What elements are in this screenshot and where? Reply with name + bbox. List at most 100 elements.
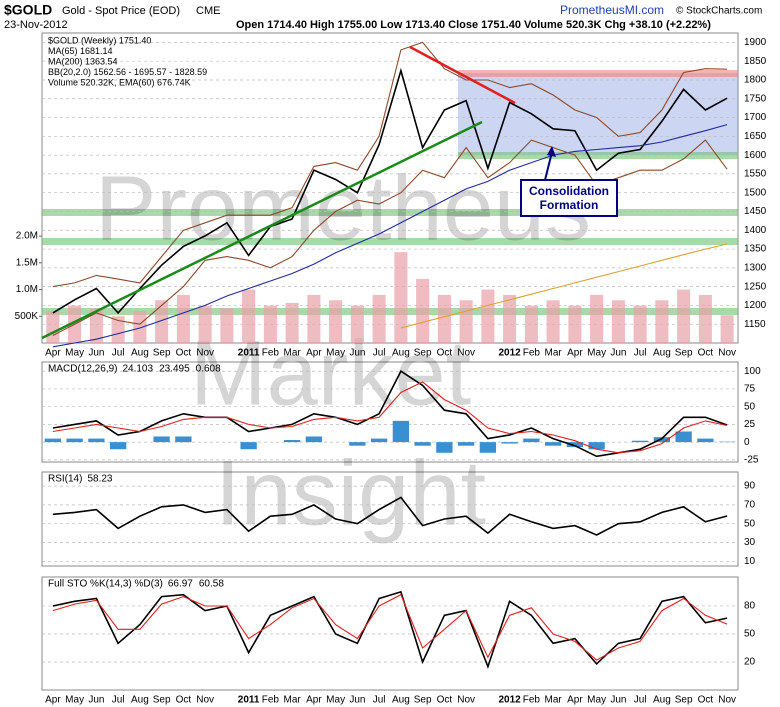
histogram-bar	[414, 442, 431, 446]
histogram-bar	[479, 442, 497, 453]
panel-label: MACD(12,26,9)	[48, 364, 117, 375]
legend-entry: 23.495	[159, 364, 190, 375]
annotation: Formation	[540, 198, 599, 212]
y-tick-label: 50	[744, 518, 756, 529]
x-tick-label: May	[65, 695, 84, 706]
y-tick-label: 20	[744, 657, 756, 668]
histogram-bar	[501, 442, 518, 444]
marks: 1150 1200 1250 1300 1350 1400 1450 1500 1550 1600…	[15, 35, 767, 705]
y-tick-label: 1700	[744, 112, 767, 123]
x-tick-label: Apr	[306, 348, 322, 359]
x-tick-label: Jun	[349, 348, 365, 359]
y-tick-label: 1850	[744, 56, 767, 67]
x-tick-label: Oct	[176, 695, 192, 706]
volume-bar	[568, 305, 582, 343]
volume-bar	[176, 294, 190, 343]
panel-label: RSI(14)	[48, 474, 82, 485]
site: PrometheusMI.com	[560, 3, 664, 17]
x-tick-label: 2012	[499, 695, 522, 706]
y-tick-label: 80	[744, 601, 756, 612]
histogram-bar	[370, 438, 388, 443]
histogram-bar	[631, 440, 649, 443]
series-line	[52, 593, 728, 661]
y-tick-label: 50	[744, 629, 756, 640]
x-tick-label: Oct	[176, 348, 192, 359]
exchange: CME	[196, 5, 220, 17]
volume-bar	[242, 289, 256, 343]
volume-bar	[89, 308, 103, 343]
histogram-bar	[66, 438, 83, 443]
legend-entry: MA(200) 1363.54	[48, 56, 118, 66]
histogram-bar	[153, 436, 170, 443]
symbol: $GOLD	[4, 2, 52, 18]
series-line	[52, 41, 728, 288]
volume-bar	[720, 315, 734, 343]
date: 23-Nov-2012	[4, 19, 68, 31]
x-tick-label: Mar	[284, 695, 302, 706]
x-tick-label: Mar	[284, 348, 302, 359]
series-line	[52, 370, 728, 458]
x-tick-label: Sep	[675, 348, 693, 359]
x-tick-label: Sep	[153, 695, 171, 706]
x-tick-label: Jul	[634, 348, 647, 359]
x-tick-label: 2011	[238, 695, 260, 706]
series-line	[52, 496, 728, 536]
annotation: Consolidation	[529, 184, 609, 198]
x-tick-label: Jun	[88, 695, 104, 706]
volume-bar	[372, 294, 386, 343]
y-tick-label: 1800	[744, 75, 767, 86]
y-tick-label: 1500	[744, 187, 767, 198]
volume-bar	[285, 302, 299, 343]
watermark: Prometheus	[95, 157, 591, 259]
volume-bar	[655, 300, 669, 343]
volume-bar	[416, 278, 430, 343]
y-tick-label: 25	[744, 419, 756, 430]
y-tick-label: 1750	[744, 93, 767, 104]
y2-tick-label: 500K	[15, 311, 39, 322]
histogram-bar	[240, 442, 257, 450]
x-tick-label: Nov	[457, 695, 475, 706]
x-tick-label: May	[587, 348, 606, 359]
y-tick-label: 0	[744, 437, 750, 448]
plot-backgrounds	[41, 32, 739, 691]
x-tick-label: Aug	[392, 695, 410, 706]
y-tick-label: 1550	[744, 169, 767, 180]
y-tick-label: -25	[744, 455, 759, 466]
x-tick-label: Feb	[262, 695, 280, 706]
histogram-bar	[697, 438, 714, 443]
volume-bar	[503, 294, 517, 343]
price-panel	[41, 32, 739, 344]
volume-bar	[198, 305, 212, 343]
volume-bar	[698, 294, 712, 343]
y-tick-label: 1300	[744, 262, 767, 273]
x-tick-label: 2012	[499, 348, 522, 359]
x-tick-label: Aug	[653, 348, 671, 359]
volume-bar	[220, 308, 234, 343]
x-tick-label: Jun	[349, 695, 365, 706]
y-tick-label: 70	[744, 500, 756, 511]
x-tick-label: Oct	[698, 695, 714, 706]
volume-bar	[546, 300, 560, 343]
legend-entry: 58.23	[87, 474, 112, 485]
x-tick-label: May	[326, 348, 345, 359]
credit: © StockCharts.com	[676, 6, 762, 17]
x-tick-label: Jul	[373, 695, 386, 706]
histogram-bar	[653, 437, 671, 443]
x-tick-label: Feb	[523, 348, 541, 359]
x-tick-label: May	[65, 348, 84, 359]
rsi-panel	[41, 471, 739, 567]
histogram-bar	[675, 431, 692, 443]
legend-entry: MA(65) 1681.14	[48, 46, 113, 56]
y2-tick-label: 1.0M	[16, 284, 38, 295]
histogram-bar	[305, 436, 323, 443]
x-tick-label: Apr	[567, 348, 583, 359]
x-tick-label: Sep	[414, 348, 432, 359]
series-line	[52, 124, 728, 348]
histogram-bar	[436, 442, 453, 453]
volume-bar	[46, 310, 60, 343]
y-tick-label: 1650	[744, 131, 767, 142]
histogram-bar	[109, 442, 127, 450]
quote: Open 1714.40 High 1755.00 Low 1713.40 Cl…	[236, 19, 711, 31]
callout-box	[520, 179, 618, 217]
